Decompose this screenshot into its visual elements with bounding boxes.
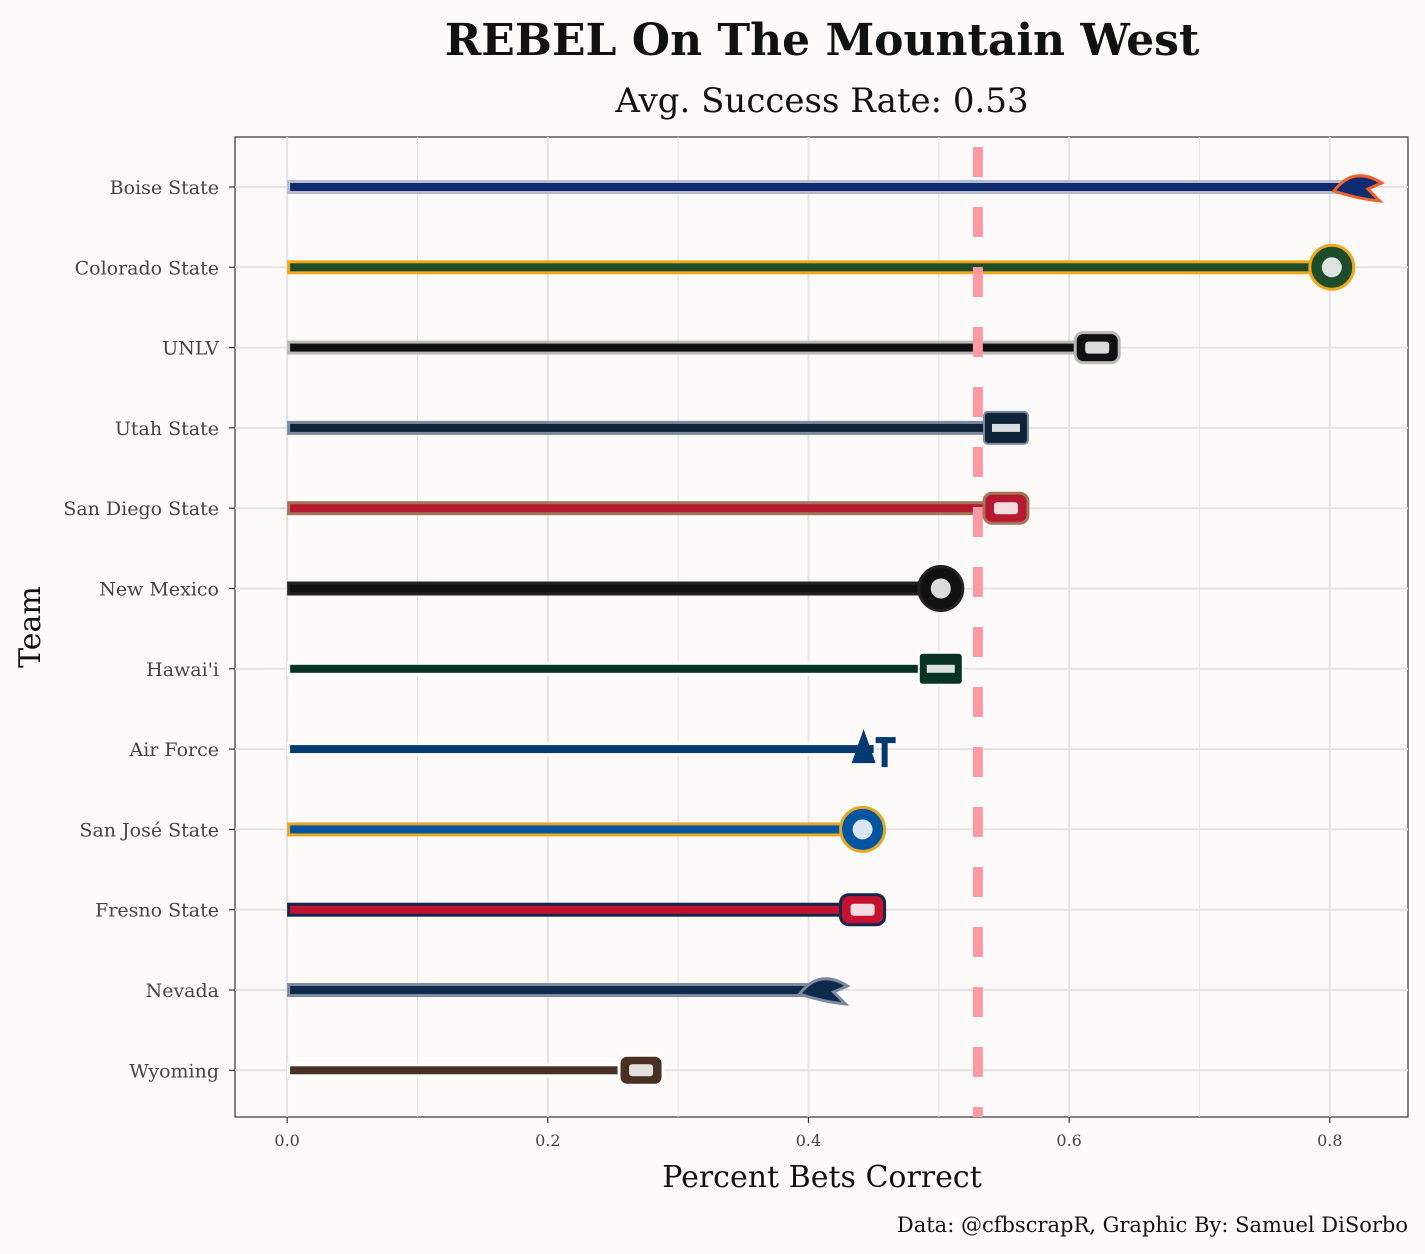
y-tick-label: Utah State <box>115 418 219 440</box>
san-diego-state-logo <box>982 491 1030 525</box>
new-mexico-logo <box>917 565 965 612</box>
y-tick-label: Fresno State <box>95 900 219 922</box>
x-tick-label: 0.2 <box>535 1131 560 1150</box>
bar <box>290 1066 640 1075</box>
san-jose-state-logo <box>839 805 887 853</box>
y-axis-title: Team <box>13 586 48 668</box>
y-tick-label: Boise State <box>110 177 219 199</box>
x-tick-label: 0.0 <box>274 1131 299 1150</box>
bar <box>290 664 939 673</box>
wyoming-logo <box>617 1053 665 1087</box>
hawaii-logo <box>917 651 964 686</box>
y-tick-label: San José State <box>79 819 219 841</box>
air-force-logo <box>851 729 896 768</box>
x-tick-labels: 0.0 0.2 0.4 0.6 0.8 <box>274 1117 1343 1150</box>
bar <box>290 745 874 754</box>
bar <box>290 584 939 593</box>
y-tick-label: New Mexico <box>99 579 219 601</box>
bar <box>290 343 1096 352</box>
y-tick-label: San Diego State <box>63 498 219 520</box>
y-tick-labels: Boise State Colorado State UNLV Utah State S… <box>63 177 235 1082</box>
caption: Data: @cfbscrapR, Graphic By: Samuel DiS… <box>897 1213 1408 1237</box>
bar <box>290 504 1004 513</box>
utah-state-logo <box>982 410 1029 445</box>
plot-panel <box>234 136 1409 1118</box>
boise-state-logo <box>1331 174 1386 203</box>
y-tick-label: Nevada <box>146 980 219 1002</box>
bar <box>290 986 822 994</box>
y-tick-label: UNLV <box>162 338 219 360</box>
fresno-state-logo <box>839 893 887 927</box>
x-axis-title: Percent Bets Correct <box>662 1160 982 1195</box>
nevada-logo <box>797 977 851 1006</box>
y-tick-label: Colorado State <box>75 257 219 279</box>
x-tick-label: 0.4 <box>796 1131 821 1150</box>
bar <box>290 905 861 914</box>
x-tick-label: 0.8 <box>1317 1131 1342 1150</box>
chart-title: REBEL On The Mountain West <box>445 15 1200 66</box>
bar <box>290 423 1004 432</box>
y-tick-label: Hawai'i <box>146 659 219 681</box>
colorado-state-logo <box>1308 243 1356 291</box>
y-tick-label: Wyoming <box>129 1060 219 1082</box>
team-logos <box>617 174 1386 1087</box>
bars <box>287 180 1356 1078</box>
bar <box>290 263 1330 272</box>
x-tick-label: 0.6 <box>1056 1131 1081 1150</box>
y-tick-label: Air Force <box>129 739 219 761</box>
chart-subtitle: Avg. Success Rate: 0.53 <box>614 81 1028 121</box>
bar <box>290 825 861 834</box>
bar <box>290 183 1356 191</box>
unlv-logo <box>1073 331 1121 365</box>
